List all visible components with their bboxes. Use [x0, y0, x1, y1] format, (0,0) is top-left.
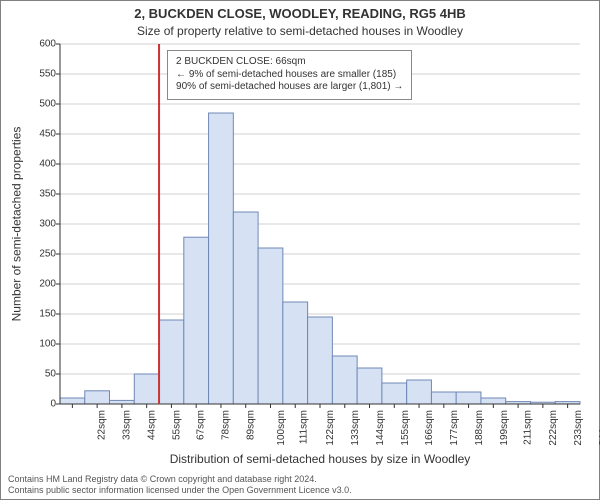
- y-tick-label: 200: [26, 279, 56, 290]
- y-tick-label: 500: [26, 99, 56, 110]
- x-axis-label: Distribution of semi-detached houses by …: [60, 452, 580, 466]
- x-tick-label: 233sqm: [573, 410, 584, 446]
- x-tick-label: 211sqm: [523, 410, 534, 445]
- y-tick-label: 350: [26, 189, 56, 200]
- x-tick-label: 199sqm: [499, 410, 510, 446]
- chart-title: 2, BUCKDEN CLOSE, WOODLEY, READING, RG5 …: [0, 6, 600, 21]
- footer-line2: Contains public sector information licen…: [8, 485, 592, 496]
- y-axis-label-text: Number of semi-detached properties: [9, 127, 23, 322]
- x-tick-label: 100sqm: [276, 410, 287, 446]
- y-tick-label: 550: [26, 69, 56, 80]
- y-tick-label: 600: [26, 39, 56, 50]
- x-tick-label: 44sqm: [146, 410, 157, 440]
- x-tick-label: 155sqm: [400, 410, 411, 446]
- x-tick-label: 89sqm: [245, 410, 256, 440]
- x-tick-label: 111sqm: [299, 410, 310, 444]
- x-tick-label: 177sqm: [449, 410, 460, 446]
- y-tick-label: 250: [26, 249, 56, 260]
- annotation-line1: 2 BUCKDEN CLOSE: 66sqm: [176, 56, 403, 69]
- annotation-line3: 90% of semi-detached houses are larger (…: [176, 81, 403, 94]
- x-tick-label: 55sqm: [171, 410, 182, 440]
- x-tick-label: 166sqm: [424, 410, 435, 446]
- annotation-line2: ← 9% of semi-detached houses are smaller…: [176, 69, 403, 82]
- x-tick-label: 188sqm: [474, 410, 485, 446]
- y-tick-label: 0: [26, 399, 56, 410]
- x-tick-label: 122sqm: [325, 410, 336, 446]
- y-axis-label: Number of semi-detached properties: [8, 44, 24, 404]
- chart-subtitle: Size of property relative to semi-detach…: [0, 24, 600, 38]
- footer-line1: Contains HM Land Registry data © Crown c…: [8, 474, 592, 485]
- annotation-box: 2 BUCKDEN CLOSE: 66sqm ← 9% of semi-deta…: [167, 50, 412, 100]
- x-tick-label: 144sqm: [375, 410, 386, 446]
- x-tick-label: 133sqm: [350, 410, 361, 446]
- x-tick-label: 33sqm: [122, 410, 133, 440]
- y-tick-label: 450: [26, 129, 56, 140]
- x-tick-label: 222sqm: [548, 410, 559, 446]
- y-tick-label: 300: [26, 219, 56, 230]
- y-tick-label: 400: [26, 159, 56, 170]
- x-tick-label: 78sqm: [221, 410, 232, 440]
- y-tick-label: 100: [26, 339, 56, 350]
- figure: 2, BUCKDEN CLOSE, WOODLEY, READING, RG5 …: [0, 0, 600, 500]
- x-tick-label: 67sqm: [196, 410, 207, 440]
- footer: Contains HM Land Registry data © Crown c…: [8, 474, 592, 496]
- y-tick-label: 50: [26, 369, 56, 380]
- y-tick-label: 150: [26, 309, 56, 320]
- x-tick-label: 22sqm: [97, 410, 108, 440]
